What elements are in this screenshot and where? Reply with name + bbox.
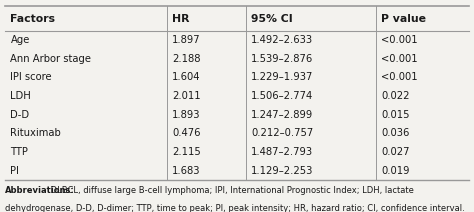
Text: 0.027: 0.027 <box>381 147 410 157</box>
Text: DLBCL, diffuse large B-cell lymphoma; IPI, International Prognostic Index; LDH, : DLBCL, diffuse large B-cell lymphoma; IP… <box>48 186 414 195</box>
Text: 1.129–2.253: 1.129–2.253 <box>251 166 313 176</box>
Text: PI: PI <box>10 166 19 176</box>
Text: 1.893: 1.893 <box>172 110 201 120</box>
Text: 0.476: 0.476 <box>172 128 201 138</box>
Text: IPI score: IPI score <box>10 72 52 82</box>
Text: P value: P value <box>381 14 426 24</box>
Text: dehydrogenase, D-D, D-dimer; TTP, time to peak; PI, peak intensity; HR, hazard r: dehydrogenase, D-D, D-dimer; TTP, time t… <box>5 204 465 212</box>
Text: Abbreviations:: Abbreviations: <box>5 186 74 195</box>
Text: 2.115: 2.115 <box>172 147 201 157</box>
Text: 1.539–2.876: 1.539–2.876 <box>251 54 313 64</box>
Text: 1.506–2.774: 1.506–2.774 <box>251 91 313 101</box>
Text: 2.188: 2.188 <box>172 54 201 64</box>
Text: HR: HR <box>172 14 190 24</box>
Text: <0.001: <0.001 <box>381 72 418 82</box>
Text: 95% CI: 95% CI <box>251 14 293 24</box>
Text: 0.015: 0.015 <box>381 110 410 120</box>
Text: 1.487–2.793: 1.487–2.793 <box>251 147 313 157</box>
Text: 1.604: 1.604 <box>172 72 201 82</box>
Text: 0.212–0.757: 0.212–0.757 <box>251 128 313 138</box>
Text: 1.897: 1.897 <box>172 35 201 45</box>
Text: Ann Arbor stage: Ann Arbor stage <box>10 54 91 64</box>
Text: 2.011: 2.011 <box>172 91 201 101</box>
Text: 1.247–2.899: 1.247–2.899 <box>251 110 313 120</box>
Text: 0.036: 0.036 <box>381 128 410 138</box>
Text: LDH: LDH <box>10 91 31 101</box>
Text: 0.019: 0.019 <box>381 166 410 176</box>
Text: Factors: Factors <box>10 14 55 24</box>
Text: D-D: D-D <box>10 110 29 120</box>
Text: <0.001: <0.001 <box>381 54 418 64</box>
Text: Rituximab: Rituximab <box>10 128 61 138</box>
Text: 1.492–2.633: 1.492–2.633 <box>251 35 313 45</box>
Text: Age: Age <box>10 35 30 45</box>
Text: 1.229–1.937: 1.229–1.937 <box>251 72 313 82</box>
Text: 1.683: 1.683 <box>172 166 201 176</box>
Text: <0.001: <0.001 <box>381 35 418 45</box>
Text: TTP: TTP <box>10 147 28 157</box>
Text: 0.022: 0.022 <box>381 91 410 101</box>
